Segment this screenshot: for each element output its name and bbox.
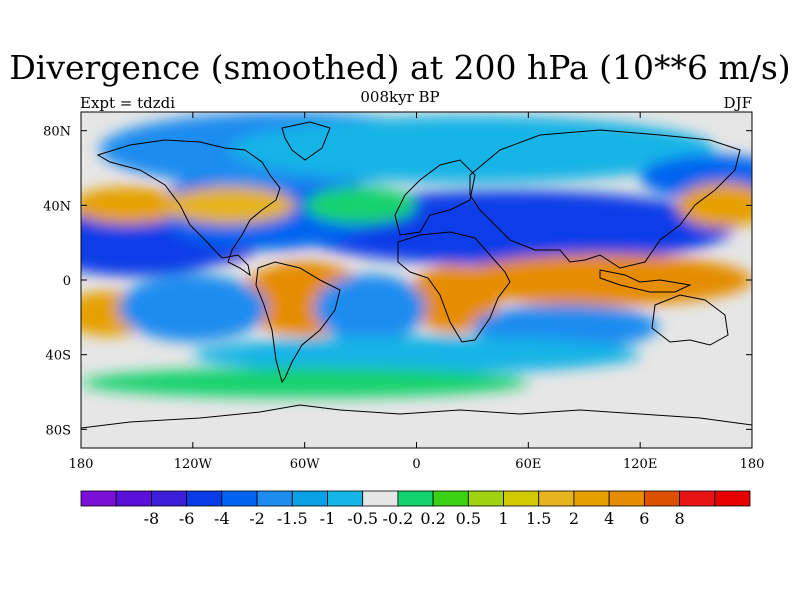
colorbar-label: -0.2 xyxy=(382,509,413,528)
colorbar-label: -0.5 xyxy=(347,509,378,528)
colorbar-label: -1 xyxy=(320,509,336,528)
colorbar-label: 1.5 xyxy=(526,509,551,528)
colorbar-swatch xyxy=(186,490,223,507)
colorbar-swatch xyxy=(362,490,399,507)
colorbar-swatch xyxy=(221,490,258,507)
lat-tick-label: 40N xyxy=(43,199,71,214)
coast-asia xyxy=(469,129,741,269)
coast-antarctica xyxy=(81,404,752,429)
map-axes: 180 120W 60W 0 60E 120E 180 80N 40N 0 40S 80S xyxy=(43,112,764,472)
coast-greenland xyxy=(281,121,331,161)
colorbar-label: -4 xyxy=(214,509,230,528)
coast-indonesia xyxy=(599,269,692,293)
colorbar-label: -2 xyxy=(249,509,265,528)
colorbar-label: 2 xyxy=(569,509,579,528)
colorbar-swatch xyxy=(151,490,188,507)
lon-tick-label: 180 xyxy=(69,457,94,472)
lon-tick-label: 0 xyxy=(412,457,420,472)
divergence-field xyxy=(81,112,752,398)
coast-africa xyxy=(397,231,511,343)
field-blob-21 xyxy=(118,274,268,342)
colorbar-swatch xyxy=(643,490,680,507)
field-blob-19 xyxy=(453,253,752,307)
map-panel xyxy=(80,111,753,449)
colorbar-label: 0.2 xyxy=(420,509,445,528)
colorbar-swatch xyxy=(256,490,293,507)
lat-tick-label: 80S xyxy=(46,423,71,438)
colorbar-swatch xyxy=(679,490,716,507)
field-blob-22 xyxy=(313,274,426,342)
field-blob-12 xyxy=(304,186,417,224)
colorbar-swatch xyxy=(608,490,645,507)
colorbar-label: -6 xyxy=(179,509,195,528)
colorbar-swatch xyxy=(467,490,504,507)
colorbar-label: 4 xyxy=(604,509,614,528)
colorbar-label: 1 xyxy=(498,509,508,528)
coastlines xyxy=(81,121,752,429)
lat-tick-label: 0 xyxy=(63,274,71,289)
experiment-label: Expt = tdzdi xyxy=(80,94,176,112)
lon-tick-label: 120E xyxy=(623,457,657,472)
colorbar-label: 0.5 xyxy=(456,509,481,528)
lon-tick-label: 120W xyxy=(174,457,213,472)
colorbar-swatch xyxy=(538,490,575,507)
field-blob-11 xyxy=(164,186,296,224)
colorbar-label: -8 xyxy=(144,509,160,528)
coast-north-america xyxy=(96,139,281,277)
colorbar: -8 -6 -4 -2 -1.5 -1 -0.5 -0.2 0.2 0.5 1 1.5 2 4 6 8 xyxy=(80,490,751,528)
page-subtitle: 008kyr BP xyxy=(360,88,440,106)
lat-tick-label: 80N xyxy=(43,125,71,140)
coast-south-america xyxy=(255,261,341,384)
field-blob-10 xyxy=(81,186,184,224)
colorbar-swatch xyxy=(115,490,152,507)
season-label: DJF xyxy=(723,94,752,112)
colorbar-swatch xyxy=(327,490,364,507)
colorbar-swatch xyxy=(573,490,610,507)
colorbar-swatch xyxy=(503,490,540,507)
colorbar-swatch xyxy=(397,490,434,507)
colorbar-label: -1.5 xyxy=(277,509,308,528)
field-blob-24 xyxy=(192,336,641,374)
colorbar-swatch xyxy=(714,490,751,507)
coast-europe xyxy=(394,159,476,236)
lon-tick-label: 180 xyxy=(740,457,765,472)
field-blob-23 xyxy=(472,304,659,350)
colorbar-swatch xyxy=(432,490,469,507)
page-title: Divergence (smoothed) at 200 hPa (10**6 … xyxy=(9,48,791,87)
field-blob-25 xyxy=(81,367,529,398)
lon-tick-label: 60E xyxy=(515,457,541,472)
field-blob-13 xyxy=(677,182,752,228)
lat-tick-label: 40S xyxy=(46,349,71,364)
coast-australia xyxy=(651,294,729,346)
colorbar-swatch xyxy=(291,490,328,507)
lon-tick-label: 60W xyxy=(290,457,321,472)
colorbar-swatch xyxy=(80,490,117,507)
colorbar-label: 6 xyxy=(639,509,649,528)
colorbar-label: 8 xyxy=(674,509,684,528)
field-blob-8 xyxy=(230,115,715,183)
